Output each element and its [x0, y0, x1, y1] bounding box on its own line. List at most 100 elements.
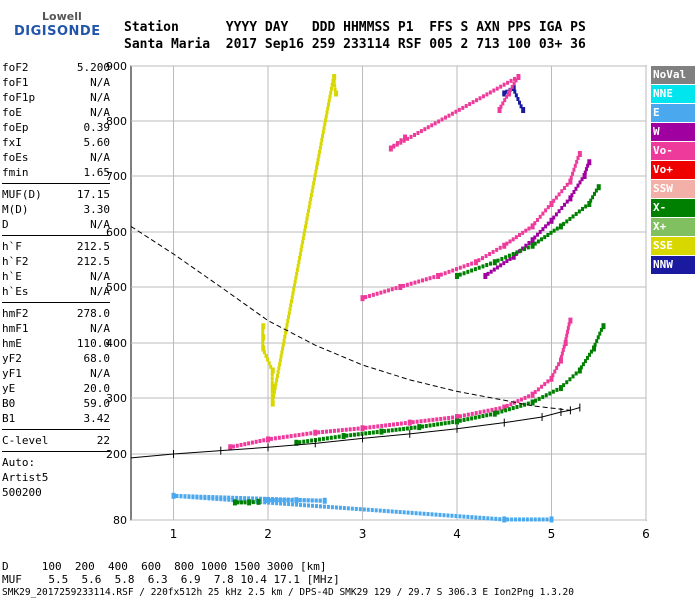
trace-mark [486, 271, 490, 276]
trace-mark [505, 403, 509, 408]
trace-mark [557, 209, 561, 214]
trace-mark [562, 221, 566, 226]
trace-mark [402, 138, 406, 143]
x-tick-label: 4 [453, 527, 461, 541]
trace-mark [540, 384, 544, 389]
param-label: h`F2 [2, 255, 29, 268]
param-value: N/A [90, 151, 110, 164]
trace-mark [424, 424, 428, 428]
trace-mark [417, 279, 421, 284]
trace-mark [307, 503, 311, 508]
trace-mark [570, 193, 574, 198]
trace-mark [450, 513, 454, 518]
trace-mark [392, 422, 396, 427]
trace-mark [326, 106, 330, 111]
trace-mark [471, 100, 475, 105]
trace-mark [468, 102, 472, 107]
param-value: 5.200 [76, 61, 110, 74]
trace-mark [309, 431, 313, 436]
param-label: hmF2 [2, 307, 29, 320]
trace-mark [565, 380, 569, 385]
param-value: 17.15 [76, 188, 110, 201]
trace-mark [442, 513, 446, 518]
trace-mark [568, 377, 572, 382]
trace-mark [524, 243, 528, 248]
trace-mark [306, 439, 310, 444]
trace-mark [523, 395, 527, 400]
trace-mark [232, 499, 237, 506]
trace-mark [432, 422, 436, 427]
trace-mark [504, 255, 508, 260]
trace-mark [293, 433, 297, 438]
trace-mark [370, 508, 374, 513]
trace-mark [568, 178, 573, 185]
trace-mark [524, 228, 528, 233]
trace-mark [557, 192, 561, 197]
trace-mark [466, 263, 470, 267]
trace-mark [269, 364, 273, 369]
trace-mark [470, 411, 474, 416]
trace-mark [584, 204, 588, 209]
trace-mark [261, 345, 266, 352]
trace-mark [243, 500, 247, 505]
trace-mark [473, 259, 478, 266]
trace-mark [574, 211, 578, 216]
trace-mark [227, 495, 231, 500]
trace-mark [541, 395, 545, 400]
trace-mark [279, 354, 283, 359]
trace-mark [326, 102, 330, 107]
trace-mark [488, 252, 492, 256]
trace-mark [477, 258, 481, 263]
y-tick-label: 300 [106, 392, 127, 405]
trace-mark [336, 428, 340, 433]
trace-mark [447, 113, 451, 118]
trace-mark [530, 242, 535, 249]
trace-mark [527, 394, 531, 399]
param-artist: Artist5 [2, 471, 49, 484]
trace-mark [494, 407, 498, 412]
y-tick-label: 800 [106, 115, 127, 128]
trace-mark [543, 235, 547, 240]
trace-mark [549, 375, 554, 382]
param-value: 68.0 [83, 352, 111, 365]
trace-mark [305, 431, 309, 436]
trace-mark [440, 117, 444, 122]
trace-mark [568, 195, 573, 202]
trace-mark [489, 269, 493, 274]
trace-mark [492, 267, 496, 272]
trace-mark [514, 93, 518, 98]
trace-mark [501, 101, 505, 106]
trace-mark [272, 393, 276, 398]
trace-mark [508, 256, 512, 261]
trace-mark [278, 358, 282, 363]
trace-mark [291, 291, 295, 296]
trace-mark [395, 422, 399, 427]
y-tick-label: 700 [106, 170, 127, 183]
trace-mark [525, 517, 529, 522]
trace-mark [579, 365, 583, 370]
trace-mark [451, 268, 455, 273]
trace-mark [562, 344, 566, 349]
trace-mark [399, 140, 403, 145]
trace-mark [376, 424, 380, 429]
trace-mark [256, 498, 261, 505]
trace-mark [462, 514, 466, 519]
trace-mark [300, 244, 304, 249]
trace-mark [219, 497, 223, 502]
trace-mark [492, 259, 497, 266]
trace-mark [344, 427, 348, 432]
trace-mark [312, 181, 316, 186]
trace-mark [398, 284, 403, 290]
trace-mark [495, 265, 499, 270]
trace-mark [496, 258, 500, 263]
trace-mark [553, 369, 557, 374]
trace-mark [569, 175, 573, 180]
trace-mark [263, 496, 267, 501]
trace-mark [315, 161, 319, 166]
trace-mark [514, 517, 518, 522]
trace-mark [515, 404, 519, 409]
trace-mark [372, 424, 376, 429]
trace-mark [262, 438, 266, 443]
parameter-panel: foF2 5.200 foF1 N/A foF1p N/A foE N/A foEp 0.39 fx… [2, 60, 110, 500]
trace-mark [371, 430, 375, 435]
